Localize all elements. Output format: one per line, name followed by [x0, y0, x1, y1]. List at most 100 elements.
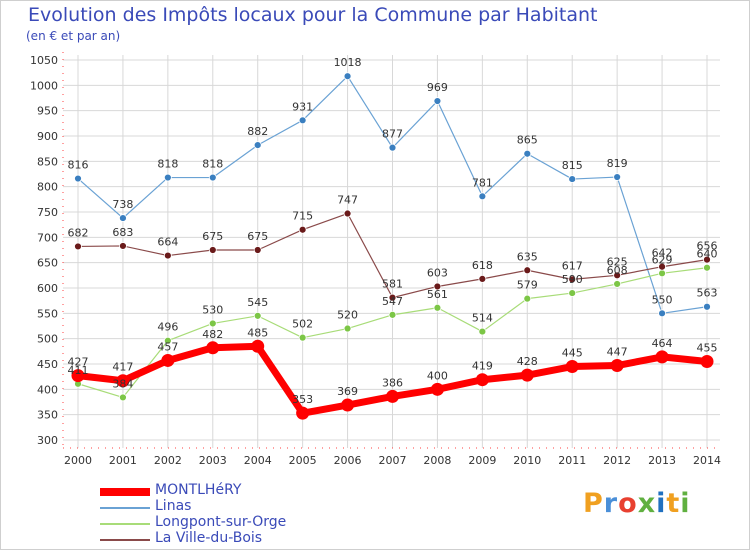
- data-point-longpont-sur-orge: [163, 336, 172, 345]
- x-tick-label: 2013: [648, 454, 676, 467]
- data-label-la-ville-du-bois: 603: [427, 266, 448, 279]
- data-label-la-ville-du-bois: 675: [247, 230, 268, 243]
- data-point-montlh-ry: [610, 359, 624, 373]
- data-point-linas: [343, 72, 352, 81]
- x-tick-label: 2009: [468, 454, 496, 467]
- data-point-la-ville-du-bois: [74, 242, 82, 251]
- data-label-longpont-sur-orge: 608: [607, 264, 628, 277]
- data-point-longpont-sur-orge: [568, 289, 577, 297]
- x-tick-label: 2002: [154, 454, 182, 467]
- data-point-longpont-sur-orge: [298, 333, 307, 342]
- logo-letter: r: [603, 488, 619, 519]
- data-label-longpont-sur-orge: 496: [157, 321, 178, 334]
- data-label-montlh-ry: 457: [157, 340, 178, 353]
- data-point-linas: [163, 173, 172, 182]
- data-point-linas: [388, 143, 397, 152]
- data-label-longpont-sur-orge: 384: [112, 377, 133, 390]
- y-tick-label: 1000: [30, 79, 58, 92]
- y-tick-label: 1050: [30, 54, 58, 67]
- data-label-la-ville-du-bois: 683: [112, 226, 133, 239]
- data-label-longpont-sur-orge: 640: [697, 248, 718, 261]
- logo-letter: i: [680, 488, 691, 519]
- data-label-linas: 781: [472, 176, 493, 189]
- y-tick-label: 400: [37, 383, 58, 396]
- series-layer: [71, 72, 714, 420]
- data-point-la-ville-du-bois: [253, 246, 262, 254]
- data-point-linas: [568, 175, 577, 183]
- data-point-montlh-ry: [296, 406, 310, 420]
- data-point-linas: [208, 173, 217, 182]
- data-point-longpont-sur-orge: [119, 393, 127, 402]
- data-label-montlh-ry: 386: [382, 376, 403, 389]
- data-label-montlh-ry: 427: [68, 356, 89, 369]
- data-point-linas: [119, 214, 127, 222]
- legend-swatch: [100, 507, 150, 509]
- data-point-la-ville-du-bois: [478, 274, 487, 283]
- data-label-la-ville-du-bois: 656: [697, 240, 718, 253]
- y-tick-label: 450: [37, 358, 58, 371]
- data-label-linas: 818: [157, 158, 178, 171]
- data-point-la-ville-du-bois: [658, 262, 666, 271]
- data-point-longpont-sur-orge: [523, 294, 532, 303]
- data-point-longpont-sur-orge: [478, 327, 487, 336]
- legend-label: MONTLHéRY: [155, 482, 242, 498]
- series-la-ville-du-bois: [74, 209, 711, 302]
- legend-label: La Ville-du-Bois: [155, 530, 263, 546]
- data-label-montlh-ry: 455: [697, 341, 718, 354]
- data-label-montlh-ry: 482: [202, 328, 223, 341]
- data-point-la-ville-du-bois: [388, 293, 397, 302]
- data-point-la-ville-du-bois: [119, 242, 127, 250]
- data-label-la-ville-du-bois: 617: [562, 259, 583, 272]
- data-point-montlh-ry: [700, 354, 714, 368]
- data-label-longpont-sur-orge: 502: [292, 318, 313, 331]
- data-point-linas: [253, 141, 262, 150]
- data-label-linas: 865: [517, 134, 538, 147]
- data-label-montlh-ry: 417: [112, 361, 133, 374]
- logo-letter: x: [637, 488, 657, 519]
- data-point-longpont-sur-orge: [658, 269, 666, 278]
- data-point-la-ville-du-bois: [613, 271, 622, 280]
- data-point-montlh-ry: [475, 373, 489, 387]
- x-tick-label: 2004: [244, 454, 272, 467]
- legend-label: Linas: [155, 498, 192, 514]
- data-point-longpont-sur-orge: [253, 311, 262, 320]
- data-label-linas: 563: [697, 287, 718, 300]
- x-tick-label: 2003: [199, 454, 227, 467]
- data-point-linas: [523, 149, 532, 158]
- data-label-linas: 969: [427, 81, 448, 94]
- data-label-linas: 738: [112, 198, 133, 211]
- y-tick-label: 700: [37, 231, 58, 244]
- data-point-montlh-ry: [655, 350, 669, 364]
- logo-letter: o: [618, 488, 638, 519]
- data-label-linas: 1018: [334, 56, 362, 69]
- x-tick-label: 2005: [289, 454, 317, 467]
- data-label-la-ville-du-bois: 664: [157, 236, 178, 249]
- data-point-linas: [74, 174, 82, 183]
- data-point-longpont-sur-orge: [433, 303, 442, 312]
- data-label-la-ville-du-bois: 715: [292, 210, 313, 223]
- series-montlh-ry: [71, 339, 714, 420]
- data-label-montlh-ry: 445: [562, 347, 583, 360]
- data-point-linas: [703, 302, 711, 311]
- data-label-la-ville-du-bois: 581: [382, 278, 403, 291]
- data-label-la-ville-du-bois: 682: [68, 226, 89, 239]
- x-tick-label: 2012: [603, 454, 631, 467]
- data-point-montlh-ry: [116, 374, 130, 388]
- data-point-la-ville-du-bois: [433, 282, 442, 291]
- data-label-montlh-ry: 485: [247, 326, 268, 339]
- data-point-linas: [433, 97, 442, 105]
- data-label-longpont-sur-orge: 530: [202, 303, 223, 316]
- data-label-linas: 877: [382, 128, 403, 141]
- x-tick-label: 2011: [558, 454, 586, 467]
- logo-letter: P: [583, 488, 604, 519]
- data-point-la-ville-du-bois: [523, 266, 532, 275]
- y-tick-label: 800: [37, 181, 58, 194]
- data-label-linas: 931: [292, 100, 313, 113]
- data-point-montlh-ry: [71, 369, 85, 383]
- data-point-la-ville-du-bois: [703, 255, 711, 264]
- data-point-linas: [478, 192, 487, 201]
- data-label-montlh-ry: 400: [427, 369, 448, 382]
- data-point-linas: [298, 116, 307, 125]
- axes: 300 350 400 450 500 550 600 650 700 750 800 850 900 9…: [30, 52, 721, 467]
- x-tick-label: 2008: [423, 454, 451, 467]
